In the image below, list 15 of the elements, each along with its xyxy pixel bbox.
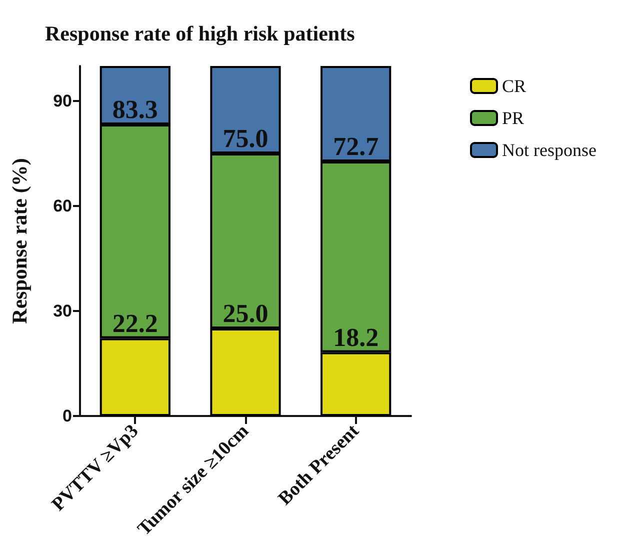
chart-title: Response rate of high risk patients (45, 22, 355, 46)
data-label: 18.2 (333, 322, 379, 352)
annotation: 75.0 (222, 124, 268, 153)
legend-label: Not response (502, 140, 596, 160)
y-tick-label: 90 (53, 92, 72, 110)
legend-label: CR (502, 76, 526, 96)
y-axis-title: Response rate (%) (8, 158, 32, 324)
y-tick-label: 30 (53, 302, 72, 320)
data-label: 25.0 (222, 299, 268, 328)
annotation: 72.7 (333, 132, 379, 162)
annotation: 83.3 (112, 94, 158, 124)
legend-label: PR (502, 108, 524, 128)
y-tick-label: 60 (53, 196, 72, 216)
y-tick-label: 0 (62, 406, 72, 426)
data-label: 22.2 (112, 308, 158, 338)
